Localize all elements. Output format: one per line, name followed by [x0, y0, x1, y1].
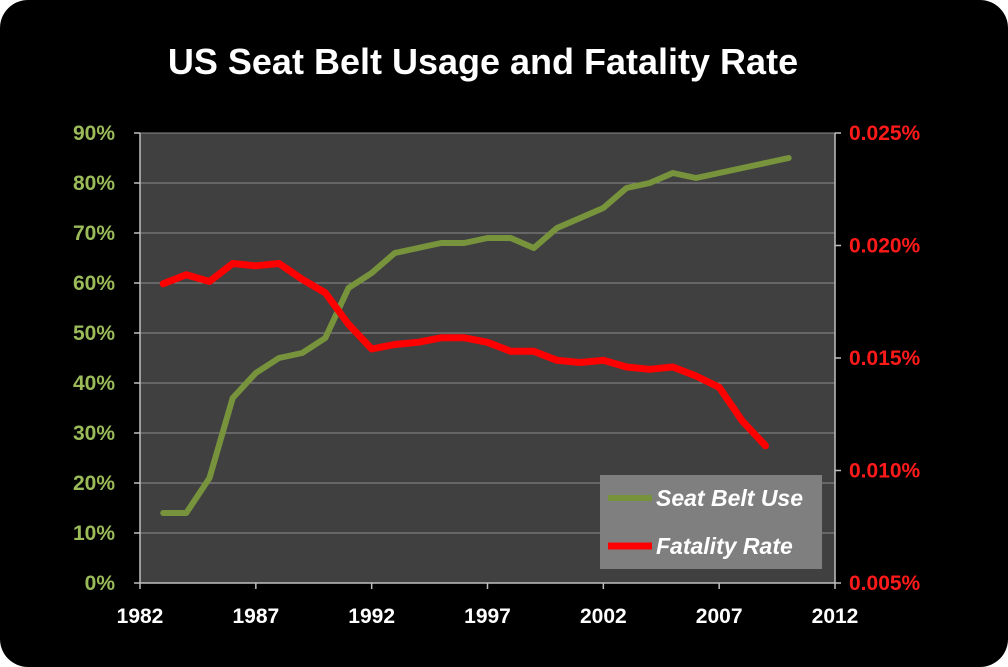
left-axis-tick-label: 70% — [73, 222, 115, 245]
series-lines — [159, 155, 792, 516]
x-axis-tick-label: 2012 — [812, 605, 859, 628]
tick-labels: 0% 10% 20% 30% 40% 50% 60% 70% 80% 90% 0.005% 0.010… — [73, 122, 921, 628]
left-axis-tick-label: 20% — [73, 472, 115, 495]
legend-label-seat-belt-use: Seat Belt Use — [656, 485, 803, 511]
left-axis-tick-label: 90% — [73, 122, 115, 145]
series-line-fatality-rate — [159, 260, 769, 450]
left-axis-tick-label: 50% — [73, 322, 115, 345]
chart-title: US Seat Belt Usage and Fatality Rate — [168, 41, 798, 82]
left-axis-tick-label: 60% — [73, 272, 115, 295]
axes — [134, 132, 841, 589]
x-axis-tick-label: 1997 — [464, 605, 511, 628]
series-line-seat-belt-use — [160, 155, 792, 516]
right-axis-tick-label: 0.005% — [849, 572, 921, 595]
right-axis-tick-label: 0.015% — [849, 347, 921, 370]
right-axis-tick-label: 0.010% — [849, 460, 921, 483]
x-axis-tick-label: 2002 — [580, 605, 627, 628]
left-axis-tick-label: 10% — [73, 522, 115, 545]
x-axis-tick-label: 1992 — [348, 605, 395, 628]
legend-label-fatality-rate: Fatality Rate — [656, 533, 793, 559]
left-axis-tick-label: 80% — [73, 172, 115, 195]
legend: Seat Belt Use Fatality Rate — [600, 475, 822, 569]
x-axis-tick-label: 1987 — [232, 605, 279, 628]
left-axis-tick-label: 40% — [73, 372, 115, 395]
left-axis-tick-label: 30% — [73, 422, 115, 445]
x-axis-tick-label: 1982 — [117, 605, 164, 628]
right-axis-tick-label: 0.020% — [849, 235, 921, 258]
left-axis-tick-label: 0% — [85, 572, 116, 595]
x-axis-tick-label: 2007 — [696, 605, 743, 628]
legend-box — [600, 475, 822, 569]
gridlines — [140, 132, 835, 534]
right-axis-tick-label: 0.025% — [849, 122, 921, 145]
